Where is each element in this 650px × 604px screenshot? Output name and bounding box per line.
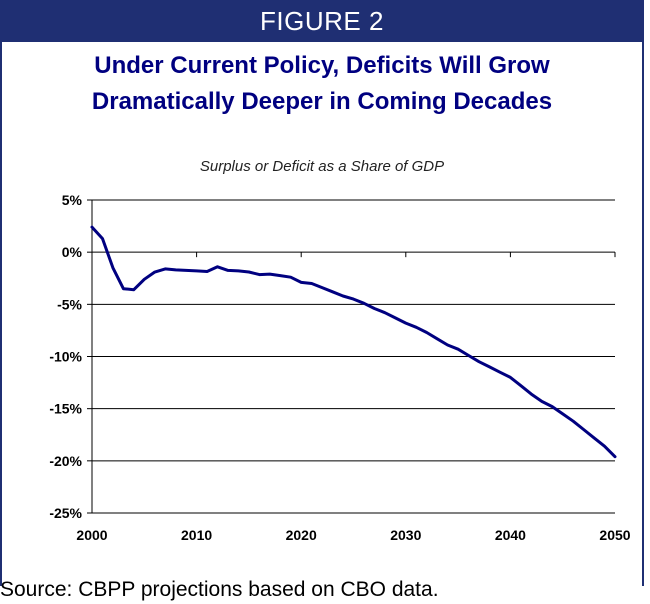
x-tick-label: 2040 (495, 527, 526, 543)
series-layer (90, 225, 617, 459)
line-chart: 5% 0% -5% -10% -15% -20% -25% 2000 2010 2020 2030 2… (49, 192, 630, 543)
y-tick-label: -20% (49, 453, 82, 469)
x-tick-label: 2010 (181, 527, 212, 543)
y-tick-label: -5% (57, 296, 82, 312)
x-tick-label: 2050 (599, 527, 630, 543)
figure-frame (0, 0, 644, 586)
y-tick-label: 0% (62, 244, 83, 260)
series-line (90, 225, 617, 459)
chart-title: Under Current Policy, Deficits Will Grow… (0, 48, 644, 120)
y-tick-label: -25% (49, 505, 82, 521)
grid-layer (92, 199, 615, 462)
y-tick-label: 5% (62, 192, 83, 208)
y-tick-label: -10% (49, 349, 82, 365)
chart-title-line-1: Under Current Policy, Deficits Will Grow (94, 52, 550, 79)
y-tick-label: -15% (49, 401, 82, 417)
x-tick-label: 2000 (76, 527, 107, 543)
axis-layer (87, 199, 616, 514)
x-tick-label: 2030 (390, 527, 421, 543)
tick-label-layer: 5% 0% -5% -10% -15% -20% -25% 2000 2010 2020 2030 2… (49, 192, 630, 543)
chart-title-line-2: Dramatically Deeper in Coming Decades (91, 88, 553, 115)
source-note: Source: CBPP projections based on CBO da… (0, 578, 439, 601)
x-tick-label: 2020 (286, 527, 317, 543)
chart-subtitle: Surplus or Deficit as a Share of GDP (199, 158, 445, 175)
figure-banner: FIGURE 2 (0, 0, 644, 42)
